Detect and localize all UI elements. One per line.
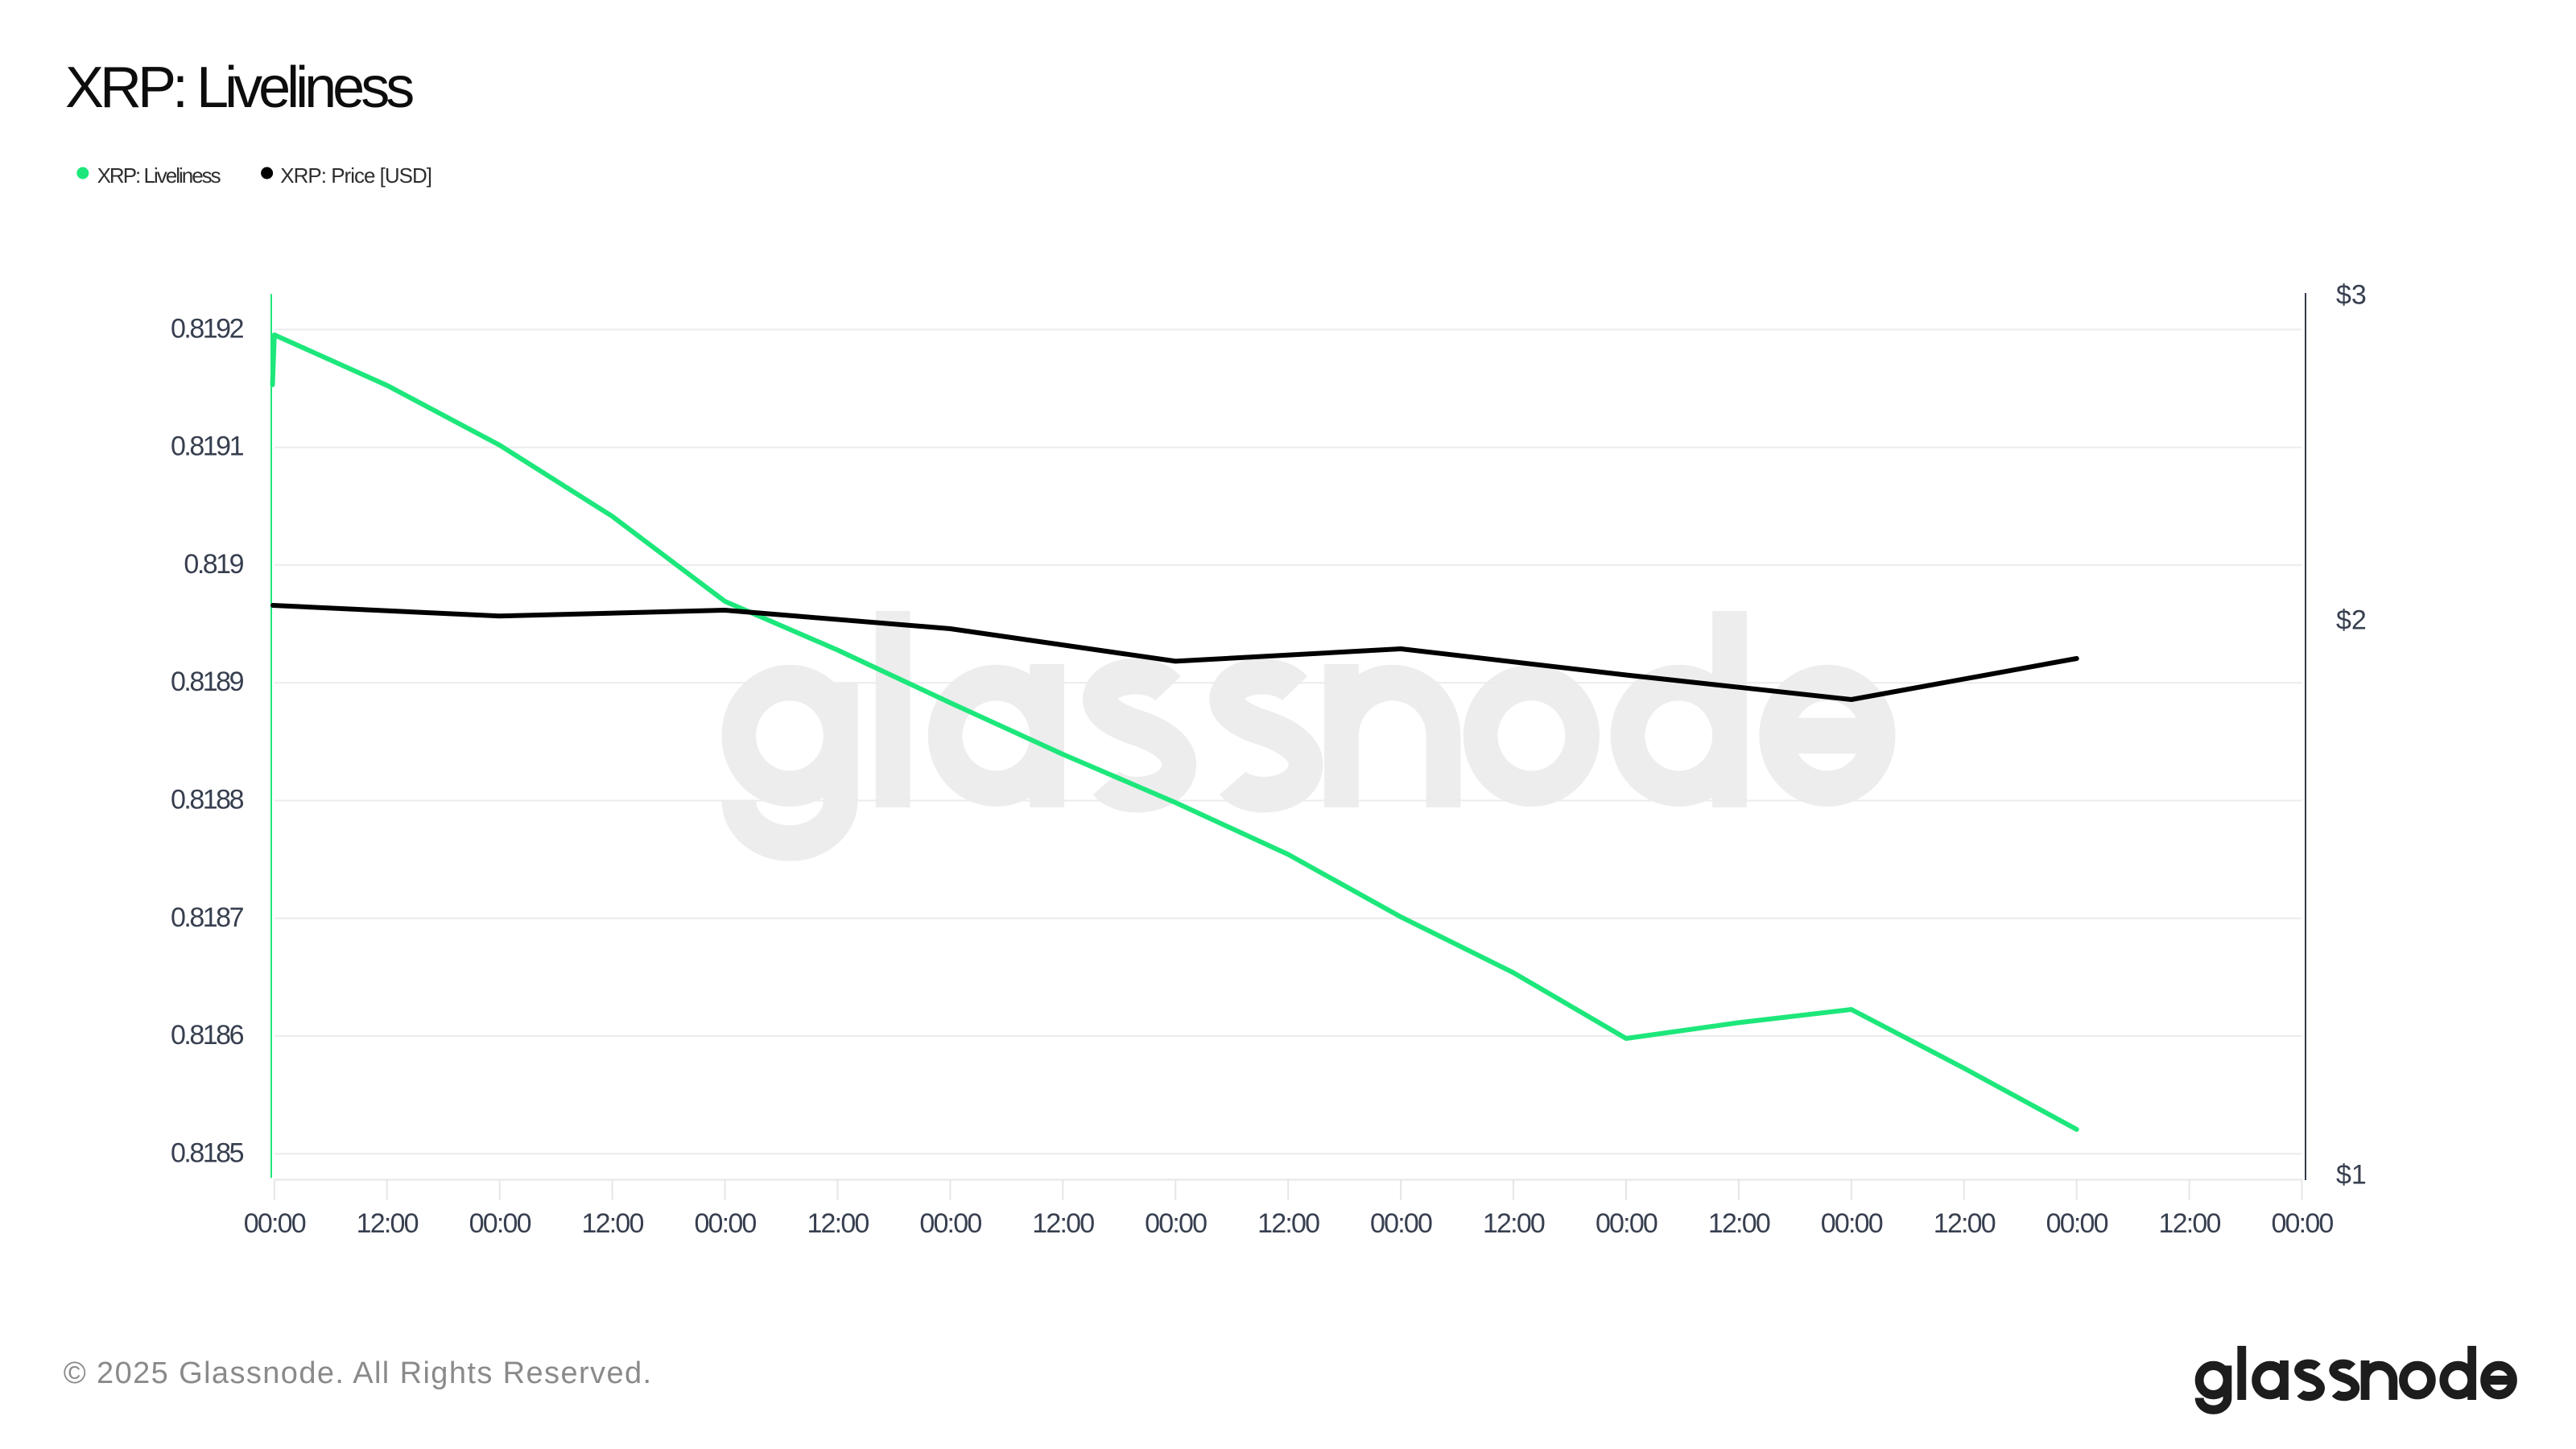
svg-text:00:00: 00:00 [1596,1208,1657,1239]
svg-text:0.8185: 0.8185 [171,1137,244,1168]
svg-text:12:00: 12:00 [1708,1208,1770,1239]
svg-text:12:00: 12:00 [357,1208,419,1239]
svg-text:XRP: Liveliness: XRP: Liveliness [97,163,221,188]
svg-text:12:00: 12:00 [1483,1208,1545,1239]
svg-text:00:00: 00:00 [1370,1208,1432,1239]
svg-text:12:00: 12:00 [1934,1208,1996,1239]
svg-text:© 2025 Glassnode. All Rights R: © 2025 Glassnode. All Rights Reserved. [64,1356,653,1390]
svg-text:00:00: 00:00 [469,1208,531,1239]
svg-text:0.8188: 0.8188 [171,785,244,815]
svg-text:$1: $1 [2336,1160,2367,1191]
svg-text:0.8186: 0.8186 [171,1020,244,1051]
svg-text:XRP: Liveliness: XRP: Liveliness [65,56,413,120]
svg-text:12:00: 12:00 [807,1208,869,1239]
svg-text:00:00: 00:00 [919,1208,981,1239]
svg-text:0.8192: 0.8192 [171,314,244,345]
svg-text:0.819: 0.819 [184,549,243,580]
svg-text:0.8191: 0.8191 [171,431,244,462]
svg-text:00:00: 00:00 [244,1208,306,1239]
svg-text:00:00: 00:00 [694,1208,756,1239]
svg-text:00:00: 00:00 [1145,1208,1207,1239]
svg-text:$3: $3 [2336,280,2367,311]
svg-text:$2: $2 [2336,605,2367,636]
svg-text:0.8187: 0.8187 [171,902,244,933]
svg-text:00:00: 00:00 [1821,1208,1883,1239]
svg-text:12:00: 12:00 [2159,1208,2221,1239]
svg-text:12:00: 12:00 [582,1208,644,1239]
svg-text:12:00: 12:00 [1032,1208,1094,1239]
svg-text:12:00: 12:00 [1257,1208,1319,1239]
svg-text:0.8189: 0.8189 [171,667,244,697]
svg-text:XRP: Price [USD]: XRP: Price [USD] [280,163,431,188]
svg-text:00:00: 00:00 [2046,1208,2108,1239]
svg-text:00:00: 00:00 [2271,1208,2333,1239]
